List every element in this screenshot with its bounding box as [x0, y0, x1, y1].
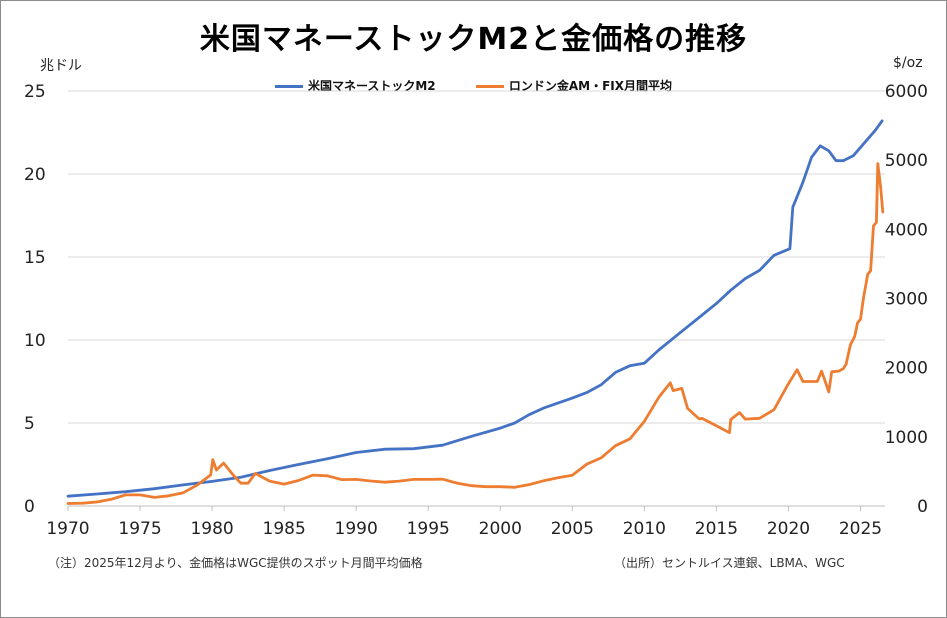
y-right-tick-label: 5000 — [885, 151, 928, 171]
y-left-tick-label: 15 — [24, 248, 46, 268]
legend-label-m2: 米国マネーストックM2 — [307, 79, 436, 93]
x-tick-label: 1970 — [46, 519, 89, 539]
footnote: （注）2025年12月より、金価格はWGC提供のスポット月間平均価格 — [48, 556, 423, 570]
chart-title: 米国マネーストックM2と金価格の推移 — [199, 22, 748, 57]
x-tick-label: 1980 — [190, 519, 233, 539]
x-tick-label: 1990 — [335, 519, 378, 539]
y-right-tick-label: 2000 — [885, 359, 928, 379]
y-left-tick-label: 10 — [24, 331, 46, 351]
x-tick-label: 2000 — [479, 519, 522, 539]
y-left-tick-label: 25 — [24, 82, 46, 102]
y-right-tick-label: 4000 — [885, 220, 928, 240]
legend-swatch-gold — [475, 85, 504, 88]
legend: 米国マネーストックM2 ロンドン金AM・FIX月間平均 — [0, 77, 947, 94]
right-axis-unit: $/oz — [893, 55, 923, 71]
y-right-tick-label: 6000 — [885, 82, 928, 102]
x-tick-label: 1975 — [118, 519, 161, 539]
left-axis-unit: 兆ドル — [40, 58, 82, 74]
y-left-tick-label: 0 — [24, 497, 35, 517]
y-left-tick-label: 20 — [24, 165, 46, 185]
x-tick-label: 2010 — [623, 519, 666, 539]
y-left-tick-label: 5 — [24, 414, 35, 434]
y-right-tick-label: 0 — [917, 497, 928, 517]
legend-item-gold: ロンドン金AM・FIX月間平均 — [475, 77, 673, 94]
legend-swatch-m2 — [274, 85, 303, 88]
x-tick-label: 2020 — [767, 519, 810, 539]
x-tick-label: 2005 — [551, 519, 594, 539]
y-right-tick-label: 1000 — [885, 428, 928, 448]
legend-item-m2: 米国マネーストックM2 — [274, 77, 436, 94]
y-right-tick-label: 3000 — [885, 290, 928, 310]
series-line-gold — [66, 162, 885, 505]
x-tick-label: 2025 — [839, 519, 882, 539]
source-note: （出所）セントルイス連銀、LBMA、WGC — [614, 556, 845, 570]
x-tick-label: 1985 — [263, 519, 306, 539]
legend-label-gold: ロンドン金AM・FIX月間平均 — [508, 79, 673, 93]
series-line-m2 — [66, 119, 884, 498]
x-tick-label: 1995 — [407, 519, 450, 539]
x-tick-label: 2015 — [695, 519, 738, 539]
